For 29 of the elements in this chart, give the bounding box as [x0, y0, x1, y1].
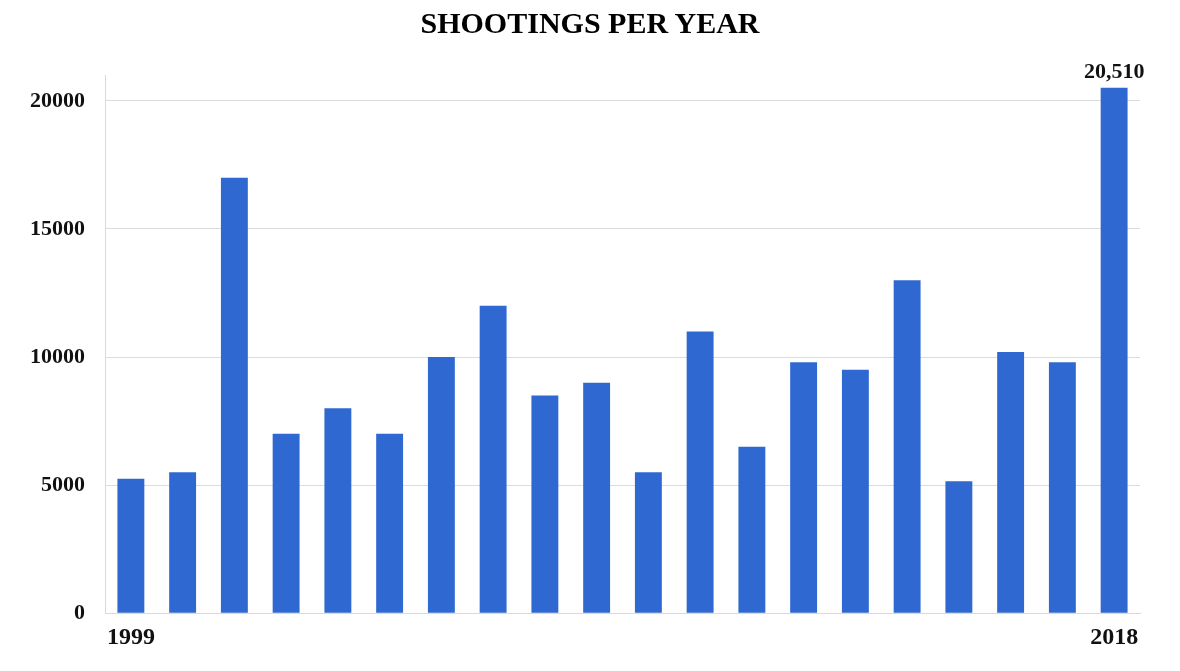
- bar: [841, 369, 869, 613]
- bar: [169, 472, 197, 613]
- x-tick-label: 2018: [1090, 622, 1139, 649]
- data-label: 20,510: [1083, 58, 1145, 84]
- bar: [531, 395, 559, 613]
- bar: [1048, 362, 1076, 613]
- bar: [1100, 87, 1128, 613]
- y-tick-label: 5000: [41, 470, 85, 496]
- chart-title: SHOOTINGS PER YEAR: [419, 6, 761, 41]
- y-tick-label: 15000: [30, 214, 85, 240]
- bar: [117, 478, 145, 613]
- bar: [220, 177, 248, 613]
- bar: [686, 331, 714, 613]
- y-tick-label: 0: [74, 598, 85, 624]
- bar: [893, 280, 921, 613]
- bar: [790, 362, 818, 613]
- bar: [376, 433, 404, 613]
- bar: [945, 481, 973, 613]
- bar: [479, 305, 507, 613]
- bar: [634, 472, 662, 613]
- y-tick-label: 20000: [30, 86, 85, 112]
- bar: [272, 433, 300, 613]
- bar: [738, 446, 766, 613]
- x-tick-label: 1999: [106, 622, 155, 649]
- bar: [997, 351, 1025, 613]
- bar: [583, 382, 611, 613]
- y-tick-label: 10000: [30, 342, 85, 368]
- bar: [427, 357, 455, 613]
- bar: [324, 408, 352, 613]
